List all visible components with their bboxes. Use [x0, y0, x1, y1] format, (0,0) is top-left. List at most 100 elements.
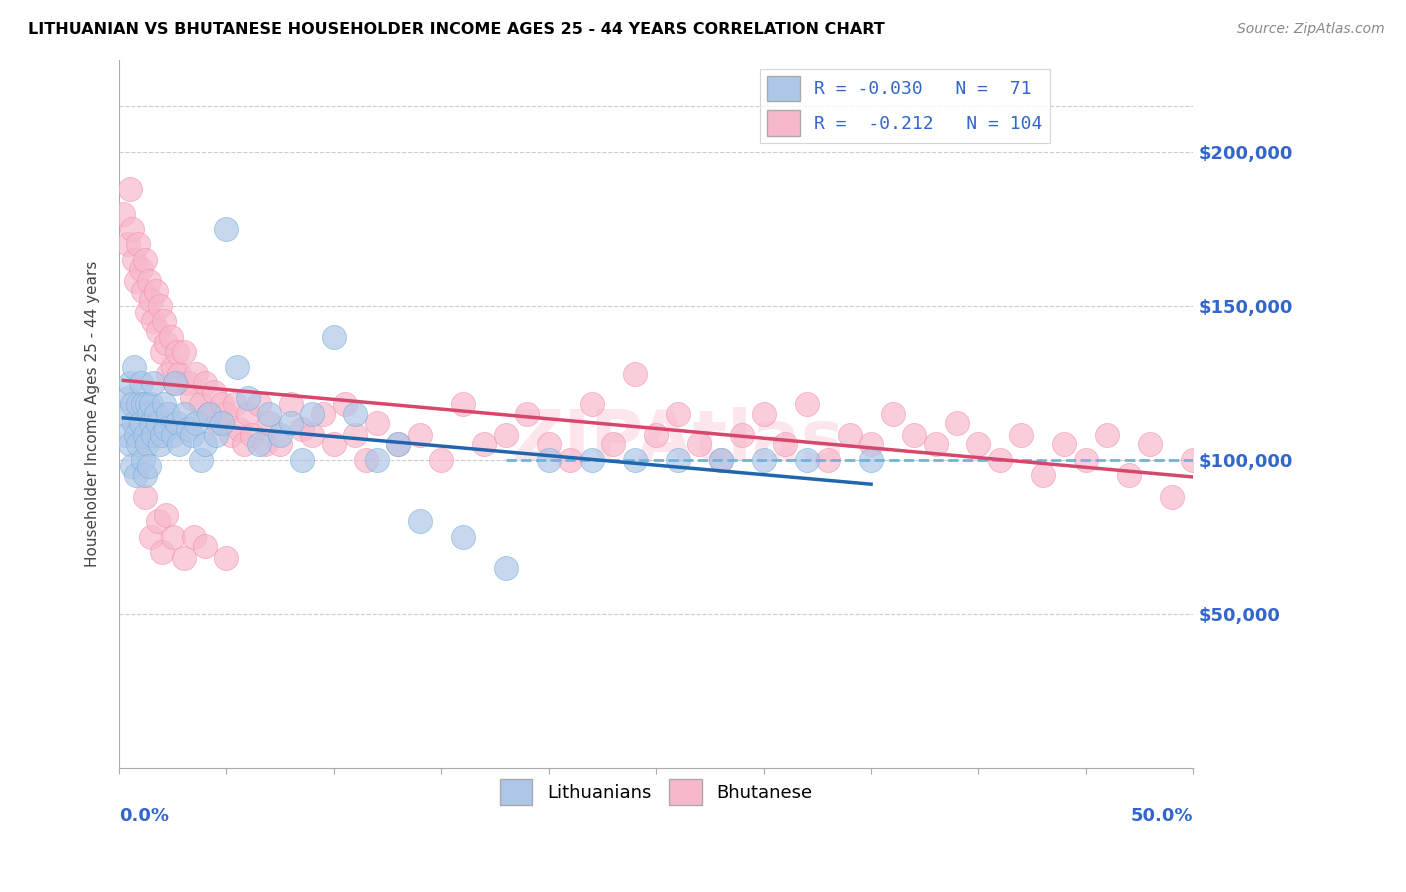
Point [155, 508, 177, 523]
Point [430, 453, 453, 467]
Point [354, 453, 377, 467]
Point [269, 428, 291, 442]
Point [247, 437, 270, 451]
Point [366, 416, 388, 430]
Point [173, 345, 195, 359]
Point [145, 407, 167, 421]
Point [1053, 437, 1076, 451]
Point [190, 397, 212, 411]
Point [127, 397, 149, 411]
Point [173, 407, 195, 421]
Point [138, 407, 160, 421]
Point [333, 397, 356, 411]
Point [1160, 490, 1182, 504]
Point [153, 397, 176, 411]
Point [495, 428, 517, 442]
Point [280, 397, 302, 411]
Point [136, 397, 159, 411]
Point [472, 437, 495, 451]
Point [1097, 428, 1119, 442]
Point [301, 428, 323, 442]
Point [645, 428, 668, 442]
Point [157, 367, 180, 381]
Point [581, 453, 603, 467]
Point [1074, 453, 1097, 467]
Point [344, 428, 367, 442]
Point [194, 539, 217, 553]
Point [366, 453, 388, 467]
Point [204, 428, 226, 442]
Point [903, 428, 925, 442]
Point [150, 428, 173, 442]
Point [1010, 428, 1032, 442]
Point [186, 367, 208, 381]
Point [322, 437, 344, 451]
Point [129, 262, 152, 277]
Point [190, 453, 212, 467]
Point [181, 391, 204, 405]
Point [387, 437, 409, 451]
Point [142, 376, 165, 390]
Point [215, 222, 238, 236]
Point [121, 222, 143, 236]
Point [121, 397, 143, 411]
Point [141, 293, 163, 307]
Point [581, 397, 603, 411]
Legend: Lithuanians, Bhutanese: Lithuanians, Bhutanese [492, 772, 820, 812]
Point [138, 458, 160, 473]
Point [602, 437, 624, 451]
Point [131, 284, 153, 298]
Point [134, 468, 156, 483]
Point [860, 437, 883, 451]
Point [186, 416, 208, 430]
Point [163, 376, 186, 390]
Point [162, 428, 184, 442]
Point [537, 453, 560, 467]
Point [162, 530, 184, 544]
Point [202, 385, 225, 400]
Point [232, 437, 254, 451]
Point [623, 453, 645, 467]
Point [1182, 453, 1205, 467]
Point [112, 206, 135, 220]
Point [166, 416, 188, 430]
Point [516, 407, 538, 421]
Point [131, 453, 153, 467]
Text: Source: ZipAtlas.com: Source: ZipAtlas.com [1237, 22, 1385, 37]
Point [162, 360, 184, 375]
Point [773, 437, 796, 451]
Point [224, 397, 246, 411]
Point [138, 274, 160, 288]
Point [125, 468, 148, 483]
Point [142, 428, 165, 442]
Point [177, 422, 200, 436]
Point [117, 237, 139, 252]
Point [157, 407, 180, 421]
Point [146, 416, 169, 430]
Point [125, 428, 148, 442]
Point [125, 274, 148, 288]
Point [219, 428, 242, 442]
Point [796, 453, 818, 467]
Point [495, 560, 517, 574]
Point [796, 397, 818, 411]
Point [269, 437, 291, 451]
Point [198, 407, 221, 421]
Point [194, 437, 217, 451]
Point [280, 416, 302, 430]
Text: 50.0%: 50.0% [1130, 806, 1194, 824]
Point [924, 437, 946, 451]
Point [752, 453, 775, 467]
Point [688, 437, 710, 451]
Point [215, 551, 238, 566]
Point [150, 545, 173, 559]
Text: ZIPAtlas: ZIPAtlas [512, 408, 844, 476]
Point [198, 407, 221, 421]
Point [155, 335, 177, 350]
Point [537, 437, 560, 451]
Point [254, 437, 277, 451]
Point [134, 252, 156, 267]
Point [167, 437, 190, 451]
Point [211, 397, 233, 411]
Point [1139, 437, 1161, 451]
